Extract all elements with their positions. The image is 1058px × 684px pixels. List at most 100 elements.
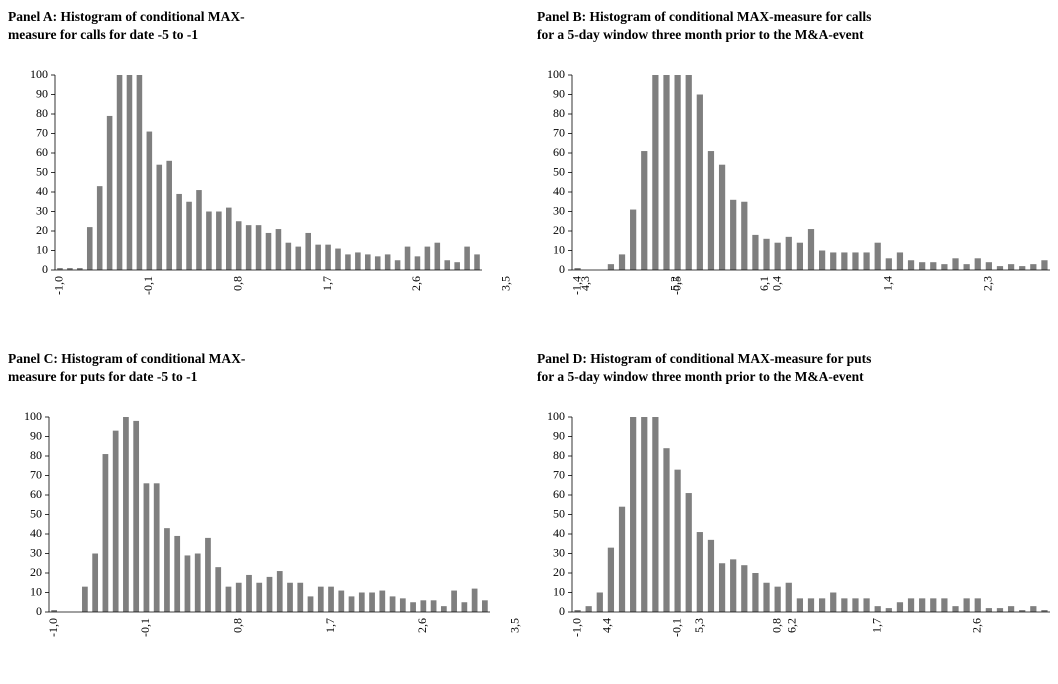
panel-c-bar — [276, 571, 283, 612]
panel-c-bar — [153, 483, 160, 612]
panel-b-ytick-label: 80 — [553, 106, 565, 120]
panel-a-ytick-label: 40 — [36, 184, 48, 198]
panel-a-xtick-label: 1,7 — [320, 276, 334, 291]
panel-c-bar — [246, 574, 252, 612]
panel-d-bar — [941, 598, 948, 612]
panel-a-xtick-label: -1,0 — [52, 276, 66, 295]
panel-b-bar — [941, 264, 948, 270]
panel-b-bar — [963, 264, 970, 270]
panel-a-bar — [424, 246, 431, 270]
panel-c-bar — [266, 576, 273, 612]
panel-b-xtick-label: 1,4 — [881, 276, 895, 291]
panel-a-bar — [384, 254, 391, 270]
panel-d-ytick-label: 90 — [553, 428, 565, 442]
panel-c-title-line-1: Panel C: Histogram of conditional MAX- — [8, 351, 246, 366]
panel-c-bar — [256, 582, 263, 612]
panel-b-ytick-label: 70 — [553, 125, 565, 139]
panel-a-bar — [404, 246, 411, 270]
panel-c-bar — [215, 567, 222, 612]
panel-a-xtick-label: 3,5 — [499, 276, 513, 291]
panel-c-xtick-label: 4,4 — [600, 618, 614, 633]
panel-a-bar — [216, 211, 222, 270]
panel-c-bar — [389, 596, 396, 612]
panel-a-bar — [414, 256, 421, 270]
panel-b-bar — [996, 266, 1004, 270]
panel-b-xtick-label: 2,3 — [981, 276, 995, 291]
panel-a-ytick-label: 50 — [36, 164, 48, 178]
panel-b-bar — [696, 94, 703, 270]
panel-b-bar — [707, 151, 715, 270]
panel-d-ytick-label: 70 — [553, 467, 565, 481]
panel-a-bar — [335, 248, 341, 270]
panel-b-xtick-label: 0,4 — [769, 276, 783, 291]
panel-d-title-line-2: for a 5-day window three month prior to … — [537, 369, 864, 384]
panel-a-bar — [325, 244, 331, 270]
panel-c-bar — [348, 596, 355, 612]
panel-c-title-line-2: measure for puts for date -5 to -1 — [8, 369, 198, 384]
panel-d-bar — [930, 598, 937, 612]
panel-a-bar — [434, 242, 441, 270]
panel-b-bar — [652, 75, 659, 270]
panel-b-bar — [874, 242, 881, 270]
panel-d-bar — [874, 606, 881, 612]
panel-b-bar — [930, 262, 937, 270]
panel-a-bar — [295, 246, 302, 270]
panel-d-title: Panel D: Histogram of conditional MAX-me… — [537, 350, 1037, 386]
panel-d-bar — [574, 610, 581, 612]
panel-d-bar — [630, 417, 637, 612]
panel-a-xtick-label: 5,2 — [667, 276, 681, 291]
panel-c-bar — [102, 454, 109, 612]
panel-c-ytick-label: 0 — [36, 604, 42, 618]
panel-a-title-line-1: Panel A: Histogram of conditional MAX- — [8, 9, 245, 24]
panel-a-bar — [106, 115, 113, 270]
panel-c-bar — [205, 537, 211, 612]
panel-b-bar — [785, 236, 792, 270]
panel-a-bar — [454, 262, 460, 270]
panel-d-title-line-1: Panel D: Histogram of conditional MAX-me… — [537, 351, 872, 366]
panel-a-bar — [176, 193, 182, 270]
panel-d-bar — [730, 559, 737, 612]
panel-b-bar — [796, 242, 803, 270]
panel-b-bar — [774, 242, 781, 270]
panel-a-bar — [474, 254, 480, 270]
panel-a-bar — [464, 246, 470, 270]
panel-b-ytick-label: 40 — [553, 184, 565, 198]
panel-c-xtick-label: 6,2 — [784, 618, 798, 633]
panel-c-bar — [112, 430, 119, 612]
panel-d-bar — [896, 602, 904, 612]
panel-c-bar — [338, 590, 345, 612]
panel-a-bar — [77, 268, 83, 270]
panel-c-bar — [328, 586, 334, 612]
panel-d-bar — [1030, 606, 1037, 612]
panel-d-bar — [919, 598, 926, 612]
panel-c-bar — [194, 553, 201, 612]
panel-a: Panel A: Histogram of conditional MAX- m… — [0, 0, 771, 342]
panel-d-ytick-label: 40 — [553, 526, 565, 540]
panel-a-bar — [96, 186, 103, 270]
panel-d-chart: 0102030405060708090100-1,0-0,10,81,72,63… — [547, 409, 1050, 637]
panel-a-bar — [265, 232, 272, 270]
panel-b-ytick-label: 90 — [553, 86, 565, 100]
panel-d-bar — [907, 598, 915, 612]
panel-d-bar — [830, 592, 837, 612]
panel-b-bar — [1019, 266, 1026, 270]
panel-c-bar — [51, 610, 57, 612]
panel-d-bar — [596, 592, 603, 612]
panel-a-ytick-label: 30 — [36, 203, 48, 217]
panel-d-bar — [952, 606, 959, 612]
panel-b-ytick-label: 0 — [559, 262, 565, 276]
panel-c-ytick-label: 30 — [30, 545, 42, 559]
panel-c: Panel C: Histogram of conditional MAX- m… — [0, 342, 798, 684]
panel-c-bar — [235, 582, 242, 612]
panel-b-ytick-label: 100 — [547, 67, 565, 81]
panel-b-bar — [618, 254, 626, 270]
panel-b-bar — [718, 164, 726, 270]
panel-c-bar — [440, 606, 447, 612]
panel-c-ytick-label: 40 — [30, 526, 42, 540]
panel-c-bar — [307, 596, 314, 612]
panel-b-bar — [919, 262, 926, 270]
panel-b-bar — [885, 258, 892, 270]
panel-b-bar — [607, 264, 615, 270]
panel-d-bar — [974, 598, 981, 612]
